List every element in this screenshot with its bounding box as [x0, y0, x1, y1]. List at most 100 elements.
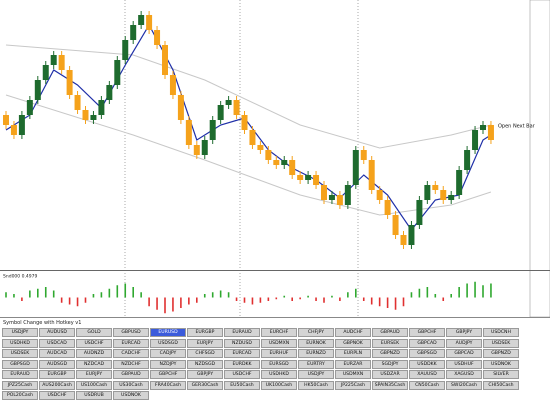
symbol-button[interactable]: SILVER — [483, 370, 519, 379]
symbol-button[interactable]: USDJPY — [298, 370, 334, 379]
symbol-button[interactable]: EURSGD — [261, 359, 297, 369]
symbol-button[interactable]: USDCHF — [76, 338, 112, 348]
symbol-button[interactable]: EURTRY — [298, 359, 334, 369]
symbol-button[interactable]: EURNOK — [298, 338, 334, 348]
symbol-button[interactable]: EURAUD — [2, 370, 38, 379]
symbol-button[interactable]: AUDJPY — [446, 338, 482, 348]
candle-body — [241, 115, 248, 130]
symbol-button[interactable]: GBPAUD — [372, 328, 408, 337]
symbol-button[interactable]: JP225Cash — [335, 380, 371, 390]
histogram-bar — [378, 297, 381, 307]
symbol-button[interactable]: POL20Cash — [2, 391, 38, 400]
symbol-button[interactable]: USDMXN — [261, 338, 297, 348]
symbol-button[interactable]: USDCHF — [39, 391, 75, 400]
symbol-button[interactable]: USDSEK — [2, 349, 38, 358]
symbol-button[interactable]: UK100Cash — [261, 380, 297, 390]
symbol-button[interactable]: CN50Cash — [409, 380, 445, 390]
symbol-button[interactable]: GBPCAD — [446, 349, 482, 358]
symbol-button[interactable]: EURPLN — [335, 349, 371, 358]
symbol-button[interactable]: GBPSGD — [409, 349, 445, 358]
candle-body — [257, 145, 264, 150]
symbol-button[interactable]: SWI20Cash — [446, 380, 482, 390]
symbol-button[interactable]: USDHKD — [261, 370, 297, 379]
symbol-button[interactable]: EURHUF — [261, 349, 297, 358]
symbol-button[interactable]: USDMXN — [335, 370, 371, 379]
symbol-button[interactable]: EURCAD — [224, 349, 260, 358]
symbol-button[interactable]: USDHKD — [2, 338, 38, 348]
symbol-button[interactable]: GER30Cash — [187, 380, 223, 390]
symbol-button[interactable]: GBPCAD — [409, 338, 445, 348]
symbol-button[interactable]: EURUSD — [150, 328, 186, 337]
symbol-button[interactable]: EURGBP — [39, 370, 75, 379]
symbol-button[interactable]: FRA40Cash — [150, 380, 186, 390]
symbol-button[interactable]: GBPJPY — [187, 370, 223, 379]
symbol-button[interactable]: USDSGD — [150, 338, 186, 348]
histogram-bar — [362, 297, 365, 301]
symbol-button[interactable]: SPAIN35Cash — [372, 380, 408, 390]
symbol-button[interactable]: USDJPY — [2, 328, 38, 337]
button-row: EURAUD EURGBP EURJPY GBPAUD GBPCHF GBPJPY USDC… — [2, 370, 532, 381]
symbol-button[interactable]: GBPCHF — [150, 370, 186, 379]
symbol-button[interactable]: US100Cash — [76, 380, 112, 390]
symbol-button[interactable]: NZDJPY — [150, 359, 186, 369]
symbol-button[interactable]: EURCHF — [261, 328, 297, 337]
symbol-button[interactable]: USDNOK — [483, 359, 519, 369]
candle-body — [265, 150, 272, 160]
symbol-button[interactable]: AUDSGD — [39, 359, 75, 369]
symbol-button[interactable]: SGDJPY — [372, 359, 408, 369]
symbol-button[interactable]: AUS200Cash — [39, 380, 75, 390]
symbol-button[interactable]: GBPCHF — [409, 328, 445, 337]
symbol-button[interactable]: CHFSGD — [187, 349, 223, 358]
candle-body — [281, 160, 288, 165]
symbol-button[interactable]: USDZAR — [372, 370, 408, 379]
symbol-button[interactable]: GOLD — [76, 328, 112, 337]
symbol-button[interactable]: EURZAR — [335, 359, 371, 369]
symbol-button[interactable]: GBPJPY — [446, 328, 482, 337]
symbol-button[interactable]: USDNOK — [113, 391, 149, 400]
symbol-button[interactable]: AUDUSD — [39, 328, 75, 337]
symbol-button[interactable]: EURGBP — [187, 328, 223, 337]
candle-body — [10, 125, 17, 135]
histogram-bar — [92, 294, 95, 298]
symbol-button[interactable]: USDRUB — [76, 391, 112, 400]
symbol-button[interactable]: USDCNH — [483, 328, 519, 337]
symbol-button[interactable]: XAUUSD — [409, 370, 445, 379]
symbol-button[interactable]: CHFJPY — [298, 328, 334, 337]
symbol-button[interactable]: EURDKK — [224, 359, 260, 369]
symbol-button[interactable]: EU50Cash — [224, 380, 260, 390]
symbol-button[interactable]: XAGUSD — [446, 370, 482, 379]
symbol-button[interactable]: GBPUSD — [113, 328, 149, 337]
symbol-button[interactable]: NZDUSD — [224, 338, 260, 348]
symbol-button[interactable]: HK50Cash — [298, 380, 334, 390]
symbol-button[interactable]: GBPAUD — [113, 370, 149, 379]
symbol-button[interactable]: USDSEK — [483, 338, 519, 348]
symbol-button[interactable]: NZDCHF — [113, 359, 149, 369]
symbol-button[interactable]: JPZ25Cash — [2, 380, 38, 390]
candle-body — [448, 195, 455, 200]
symbol-button[interactable]: US30Cash — [113, 380, 149, 390]
symbol-button[interactable]: EURJPY — [187, 338, 223, 348]
symbol-button[interactable]: NZDCAD — [76, 359, 112, 369]
symbol-button[interactable]: EURNZD — [298, 349, 334, 358]
symbol-button[interactable]: GBPNZD — [483, 349, 519, 358]
symbol-button[interactable]: USDCHF — [224, 370, 260, 379]
symbol-button[interactable]: CHI50Cash — [483, 380, 519, 390]
symbol-button[interactable]: EURAUD — [224, 328, 260, 337]
symbol-button[interactable]: EURCAD — [113, 338, 149, 348]
symbol-button[interactable]: GBPNZD — [372, 349, 408, 358]
symbol-button[interactable]: CADJPY — [150, 349, 186, 358]
symbol-button[interactable]: NZDSGD — [187, 359, 223, 369]
symbol-button[interactable]: CADCHF — [113, 349, 149, 358]
symbol-button[interactable]: AUDCHF — [335, 328, 371, 337]
symbol-button[interactable]: USDHUF — [446, 359, 482, 369]
symbol-button[interactable]: GBPSGD — [2, 359, 38, 369]
symbol-button[interactable]: AUDNZD — [76, 349, 112, 358]
symbol-button[interactable]: EURJPY — [76, 370, 112, 379]
symbol-button[interactable]: USDCAD — [39, 338, 75, 348]
symbol-button[interactable]: USDDKK — [409, 359, 445, 369]
symbol-button[interactable]: AUDCAD — [39, 349, 75, 358]
candle-body — [249, 130, 256, 145]
symbol-button[interactable]: GBPNOK — [335, 338, 371, 348]
symbol-button[interactable]: EURSEK — [372, 338, 408, 348]
histogram-bar — [156, 297, 158, 310]
